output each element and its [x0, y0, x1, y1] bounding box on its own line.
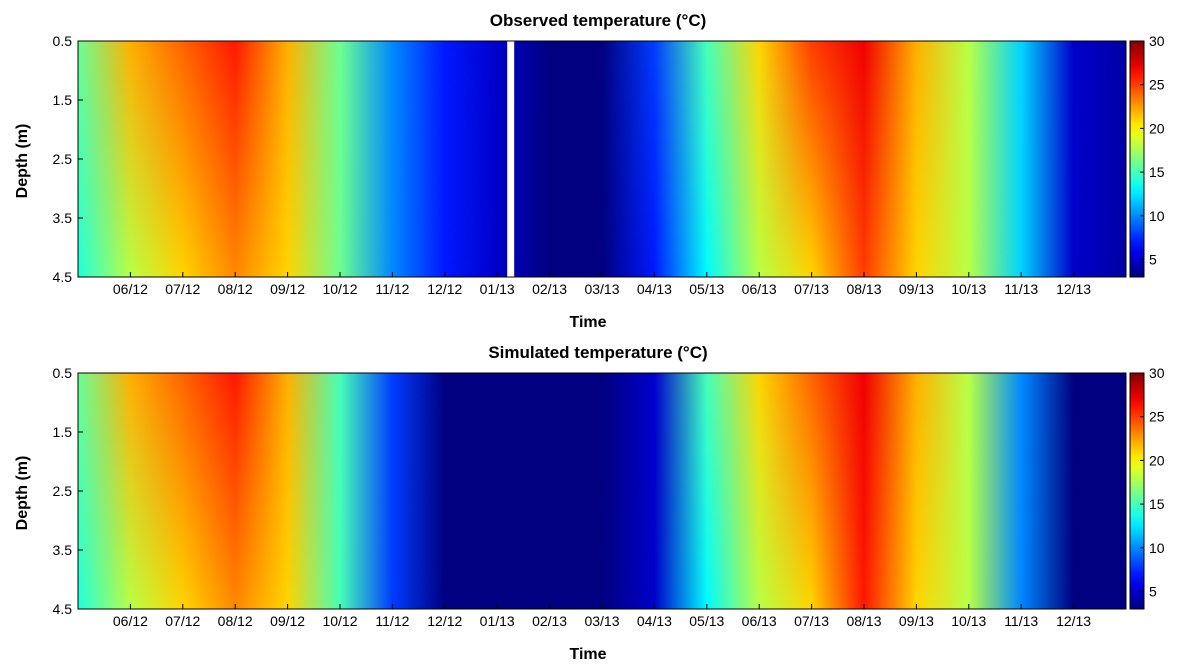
- colorbar-tick-label: 25: [1149, 77, 1165, 93]
- x-tick-label: 04/13: [637, 613, 672, 629]
- y-tick-label: 0.5: [53, 33, 73, 49]
- x-tick-label: 12/12: [427, 613, 462, 629]
- y-tick-label: 4.5: [53, 269, 73, 285]
- data-gap-band: [507, 40, 515, 278]
- y-tick-label: 0.5: [53, 365, 73, 381]
- x-tick-label: 08/12: [218, 281, 253, 297]
- colorbar: 5 10 15 20 25 30: [1129, 365, 1165, 610]
- x-tick-label: 06/13: [742, 281, 777, 297]
- x-tick-label: 04/13: [637, 281, 672, 297]
- colorbar-tick-label: 30: [1149, 365, 1165, 381]
- x-axis-label: Time: [569, 646, 606, 663]
- colorbar-tick-label: 10: [1149, 208, 1165, 224]
- colorbar-tick-label: 20: [1149, 452, 1165, 468]
- x-tick-label: 07/12: [165, 613, 200, 629]
- y-axis-label: Depth (m): [14, 124, 31, 199]
- heatmap-surface-layer: [78, 41, 1126, 277]
- observed-temperature-panel: Observed temperature (°C) Depth (m) Time…: [14, 11, 1165, 331]
- colorbar-tick-label: 5: [1149, 252, 1157, 268]
- colorbar-tick-label: 25: [1149, 409, 1165, 425]
- colorbar-gradient: [1129, 372, 1145, 610]
- x-tick-label: 11/13: [1004, 281, 1038, 297]
- x-tick-label: 08/13: [846, 613, 881, 629]
- x-tick-label: 09/12: [270, 281, 305, 297]
- colorbar-tick-label: 30: [1149, 33, 1165, 49]
- x-tick-label: 02/13: [532, 281, 567, 297]
- x-tick-label: 12/13: [1056, 281, 1091, 297]
- x-axis: 06/12 07/12 08/12 09/12 10/12 11/12 12/12 01/13…: [113, 604, 1091, 629]
- y-axis-label: Depth (m): [14, 456, 31, 531]
- colorbar-tick-label: 5: [1149, 584, 1157, 600]
- heatmap-surface-layer: [78, 373, 1126, 609]
- x-tick-label: 11/12: [375, 613, 409, 629]
- x-tick-label: 10/12: [322, 281, 357, 297]
- y-tick-label: 1.5: [53, 92, 73, 108]
- y-tick-label: 2.5: [53, 151, 73, 167]
- y-axis: 0.5 1.5 2.5 3.5 4.5: [53, 365, 83, 617]
- x-tick-label: 12/12: [427, 281, 462, 297]
- x-tick-label: 10/13: [951, 613, 986, 629]
- y-tick-label: 4.5: [53, 601, 73, 617]
- x-tick-label: 05/13: [689, 281, 724, 297]
- x-axis: 06/12 07/12 08/12 09/12 10/12 11/12 12/12 01/13…: [113, 272, 1091, 297]
- x-tick-label: 09/13: [899, 613, 934, 629]
- colorbar-tick-label: 20: [1149, 120, 1165, 136]
- x-tick-label: 07/13: [794, 281, 829, 297]
- heatmap-image: [78, 41, 1126, 277]
- x-tick-label: 07/12: [165, 281, 200, 297]
- colorbar-tick-label: 15: [1149, 164, 1165, 180]
- y-tick-label: 1.5: [53, 424, 73, 440]
- x-tick-label: 06/13: [742, 613, 777, 629]
- x-tick-label: 08/12: [218, 613, 253, 629]
- x-tick-label: 02/13: [532, 613, 567, 629]
- y-tick-label: 2.5: [53, 483, 73, 499]
- x-tick-label: 03/13: [584, 281, 619, 297]
- x-tick-label: 10/12: [322, 613, 357, 629]
- chart-title: Simulated temperature (°C): [488, 343, 707, 362]
- x-tick-label: 09/13: [899, 281, 934, 297]
- x-tick-label: 11/12: [375, 281, 409, 297]
- y-tick-label: 3.5: [53, 542, 73, 558]
- chart-title: Observed temperature (°C): [490, 11, 707, 30]
- y-tick-label: 3.5: [53, 210, 73, 226]
- colorbar-tick-label: 15: [1149, 496, 1165, 512]
- x-tick-label: 09/12: [270, 613, 305, 629]
- colorbar-tick-label: 10: [1149, 540, 1165, 556]
- x-tick-label: 07/13: [794, 613, 829, 629]
- x-tick-label: 05/13: [689, 613, 724, 629]
- x-tick-label: 06/12: [113, 613, 148, 629]
- x-axis-label: Time: [569, 314, 606, 331]
- colorbar: 5 10 15 20 25 30: [1129, 33, 1165, 278]
- x-tick-label: 01/13: [480, 281, 515, 297]
- x-tick-label: 01/13: [480, 613, 515, 629]
- x-tick-label: 10/13: [951, 281, 986, 297]
- x-tick-label: 08/13: [846, 281, 881, 297]
- simulated-temperature-panel: Simulated temperature (°C) Depth (m) Tim…: [14, 343, 1165, 663]
- data-gap: [507, 40, 515, 278]
- x-tick-label: 03/13: [584, 613, 619, 629]
- x-tick-label: 06/12: [113, 281, 148, 297]
- heatmap-image: [78, 373, 1126, 609]
- y-axis: 0.5 1.5 2.5 3.5 4.5: [53, 33, 83, 285]
- colorbar-gradient: [1129, 40, 1145, 278]
- x-tick-label: 12/13: [1056, 613, 1091, 629]
- x-tick-label: 11/13: [1004, 613, 1038, 629]
